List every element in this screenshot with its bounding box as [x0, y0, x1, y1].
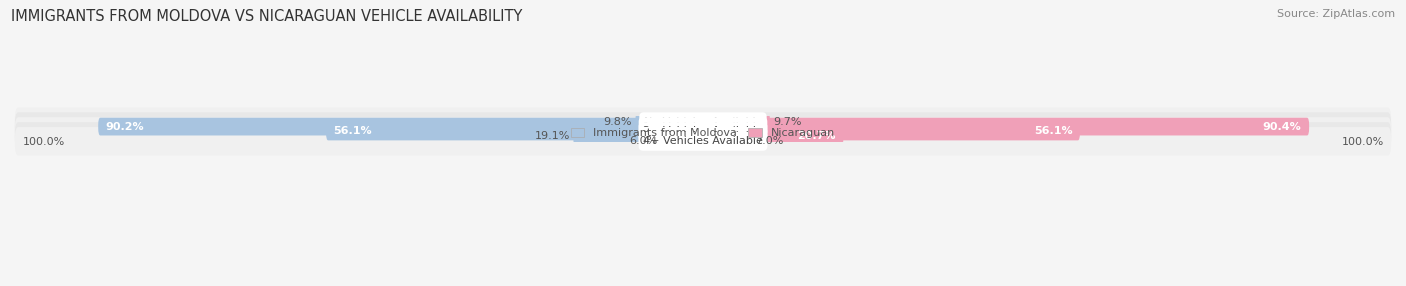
FancyBboxPatch shape — [15, 127, 1391, 156]
Text: 3+ Vehicles Available: 3+ Vehicles Available — [643, 131, 763, 141]
FancyBboxPatch shape — [15, 108, 1391, 136]
FancyBboxPatch shape — [702, 123, 1080, 140]
FancyBboxPatch shape — [636, 113, 704, 131]
FancyBboxPatch shape — [15, 112, 1391, 141]
Text: 100.0%: 100.0% — [1341, 137, 1384, 147]
Text: 90.4%: 90.4% — [1263, 122, 1302, 132]
Text: 90.2%: 90.2% — [105, 122, 145, 132]
FancyBboxPatch shape — [98, 118, 704, 136]
FancyBboxPatch shape — [702, 132, 752, 150]
Text: 56.1%: 56.1% — [1033, 126, 1073, 136]
Text: 6.0%: 6.0% — [628, 136, 658, 146]
Text: Source: ZipAtlas.com: Source: ZipAtlas.com — [1277, 9, 1395, 19]
Text: 1+ Vehicles Available: 1+ Vehicles Available — [643, 122, 763, 132]
Text: 7.0%: 7.0% — [755, 136, 783, 146]
Text: IMMIGRANTS FROM MOLDOVA VS NICARAGUAN VEHICLE AVAILABILITY: IMMIGRANTS FROM MOLDOVA VS NICARAGUAN VE… — [11, 9, 523, 23]
Legend: Immigrants from Moldova, Nicaraguan: Immigrants from Moldova, Nicaraguan — [567, 123, 839, 142]
FancyBboxPatch shape — [702, 128, 844, 145]
FancyBboxPatch shape — [702, 118, 1309, 136]
FancyBboxPatch shape — [15, 117, 1391, 146]
FancyBboxPatch shape — [574, 128, 704, 145]
FancyBboxPatch shape — [661, 132, 704, 150]
FancyBboxPatch shape — [702, 113, 770, 131]
Text: 9.7%: 9.7% — [773, 117, 801, 127]
FancyBboxPatch shape — [15, 122, 1391, 151]
Text: 9.8%: 9.8% — [603, 117, 633, 127]
Text: 100.0%: 100.0% — [22, 137, 65, 147]
Text: 19.1%: 19.1% — [534, 131, 569, 141]
Text: 56.1%: 56.1% — [333, 126, 373, 136]
Text: No Vehicles Available: No Vehicles Available — [644, 117, 762, 127]
Text: 20.7%: 20.7% — [797, 131, 835, 141]
FancyBboxPatch shape — [326, 123, 704, 140]
Text: 2+ Vehicles Available: 2+ Vehicles Available — [643, 126, 763, 136]
Text: 4+ Vehicles Available: 4+ Vehicles Available — [643, 136, 763, 146]
